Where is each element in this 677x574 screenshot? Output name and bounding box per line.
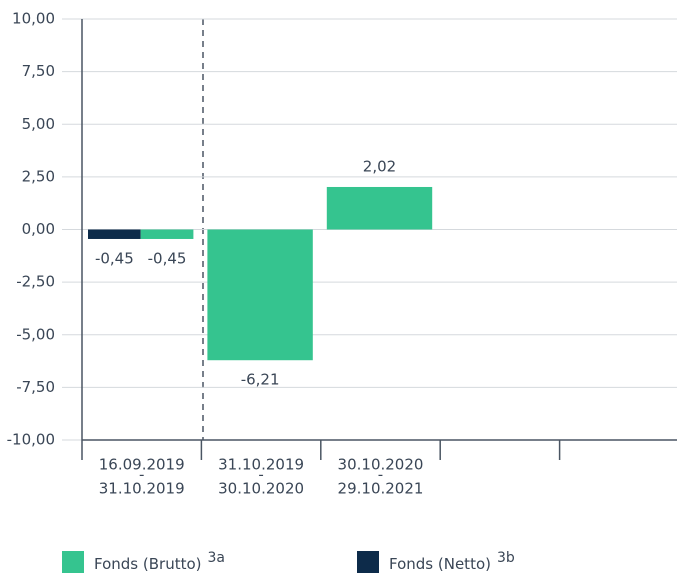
bar [140,229,194,239]
x-tick-label: 16.09.2019 [99,456,185,474]
y-tick-label: -10,00 [7,431,55,449]
x-tick-label: - [378,466,383,484]
y-tick-label: 7,50 [22,62,55,80]
x-tick-label: 30.10.2020 [338,456,424,474]
value-label: -6,21 [241,371,280,389]
bar [326,186,433,230]
legend-swatch [357,551,379,573]
legend-footnote: 3a [208,550,226,566]
y-tick-label: -7,50 [16,378,55,396]
y-tick-label: 0,00 [22,220,55,238]
legend-name: Fonds (Netto) [389,555,491,573]
y-tick-label: -5,00 [16,325,55,343]
y-tick-label: 10,00 [12,10,55,28]
value-label: -0,45 [95,249,134,267]
legend-footnote: 3b [497,550,515,566]
bar [88,229,141,239]
y-tick-label: -2,50 [16,273,55,291]
legend-swatch [62,551,84,573]
y-tick-label: 2,50 [22,167,55,185]
x-tick-label: 30.10.2020 [218,480,304,498]
x-tick-label: 31.10.2019 [99,480,185,498]
legend-label: Fonds (Brutto) 3a [94,550,225,573]
legend-name: Fonds (Brutto) [94,555,202,573]
y-tick-label: 5,00 [22,115,55,133]
bar [207,229,313,361]
x-tick-label: 31.10.2019 [218,456,304,474]
legend-label: Fonds (Netto) 3b [389,550,515,573]
x-tick-label: - [139,466,144,484]
value-label: 2,02 [363,157,396,175]
x-tick-label: - [258,466,263,484]
x-tick-label: 29.10.2021 [338,480,424,498]
value-label: -0,45 [148,249,187,267]
